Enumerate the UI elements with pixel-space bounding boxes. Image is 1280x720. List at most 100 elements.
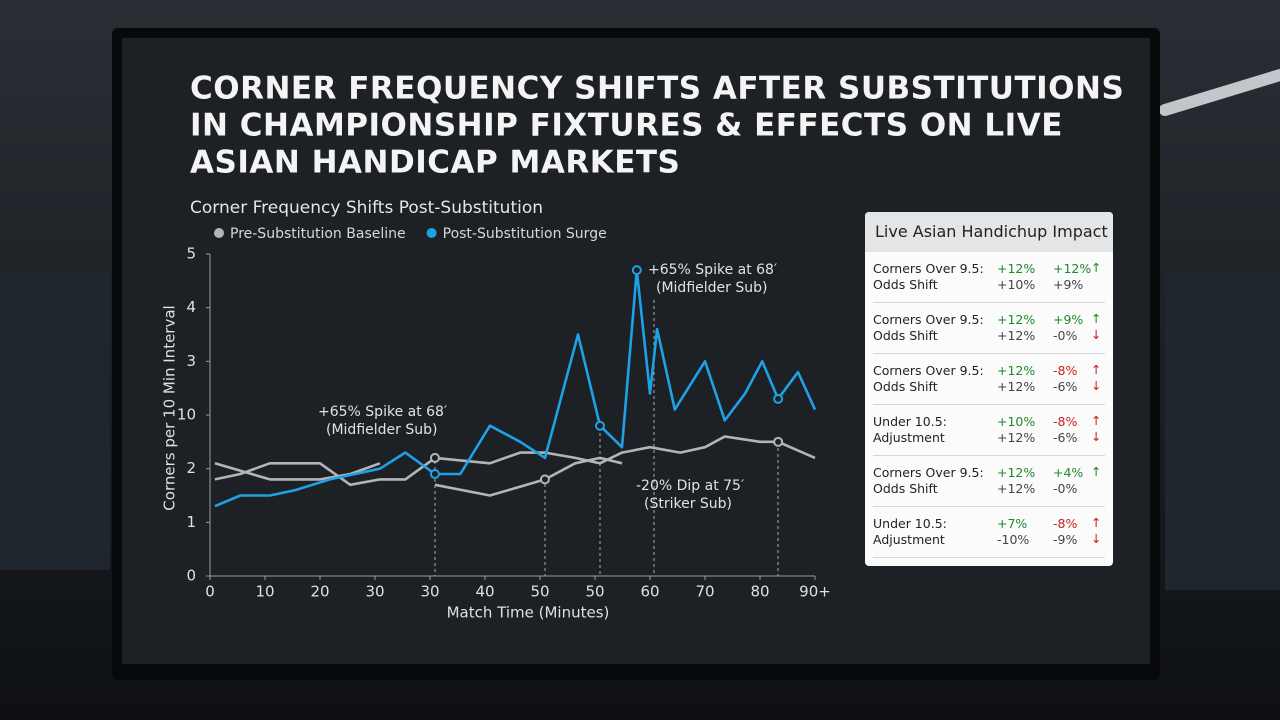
panel-cell: +12% — [997, 465, 1036, 480]
panel-cell: -8% — [1053, 363, 1078, 378]
panel-cell: ↑ — [1091, 311, 1102, 326]
panel-cell: -9% — [1053, 532, 1078, 547]
panel-row: Corners Over 9.5: +12% +12% ↑ Odds Shift +10%… — [873, 252, 1105, 303]
panel-cell: Under 10.5: — [873, 414, 947, 429]
panel-row: Corners Over 9.5: +12% +9% ↑ Odds Shift +12% -… — [873, 303, 1105, 354]
event-marker — [773, 436, 784, 447]
panel-cell: ↑ — [1091, 413, 1102, 428]
market-panel: Live Asian Handichup Impact Corners Over… — [865, 212, 1113, 566]
panel-cell: Adjustment — [873, 532, 945, 547]
event-marker — [631, 265, 642, 276]
legend-label: Post-Substitution Surge — [443, 226, 607, 242]
legend-swatch — [214, 228, 224, 238]
x-tick-label: 30 — [365, 583, 384, 601]
panel-cell: Odds Shift — [873, 277, 938, 292]
server-rack-left — [0, 270, 110, 570]
annotation: -20% Dip at 75′ — [636, 478, 744, 494]
panel-cell: +12% — [997, 363, 1036, 378]
ceiling-light — [1159, 69, 1280, 116]
y-tick-label: 1 — [186, 513, 196, 531]
panel-row: Under 10.5: +7% -8% ↑ Adjustment -10% -9% ↓ — [873, 507, 1105, 558]
panel-cell: Odds Shift — [873, 481, 938, 496]
x-tick-label: 50 — [585, 583, 604, 601]
panel-cell: +9% — [1053, 277, 1084, 292]
event-marker — [429, 469, 440, 480]
chart-title: IN CHAMPIONSHIP FIXTURES & EFFECTS ON LI… — [190, 108, 1063, 144]
panel-cell: +12% — [997, 312, 1036, 327]
panel-cell: Corners Over 9.5: — [873, 465, 984, 480]
panel-cell: Adjustment — [873, 430, 945, 445]
panel-cell: +12% — [997, 430, 1036, 445]
event-marker — [539, 474, 550, 485]
panel-cell: -8% — [1053, 516, 1078, 531]
legend: Pre-Substitution Baseline Post-Substituti… — [214, 226, 607, 242]
panel-cell: Corners Over 9.5: — [873, 261, 984, 276]
panel-cell: -8% — [1053, 414, 1078, 429]
panel-cell: Corners Over 9.5: — [873, 312, 984, 327]
x-axis-label: Match Time (Minutes) — [447, 604, 610, 622]
x-tick-label: 80 — [750, 583, 769, 601]
annotations: +65% Spike at 68′ (Midfielder Sub) +65% Sp… — [318, 262, 777, 512]
annotation: (Midfielder Sub) — [656, 280, 767, 296]
y-tick-label: 4 — [186, 298, 196, 316]
markers — [429, 265, 784, 485]
panel-cell: +12% — [997, 328, 1036, 343]
panel-cell: -6% — [1053, 430, 1078, 445]
panel-cell: +12% — [997, 261, 1036, 276]
y-tick-label: 0 — [186, 567, 196, 585]
chart-title: CORNER FREQUENCY SHIFTS AFTER SUBSTITUTI… — [190, 71, 1124, 107]
event-marker — [429, 452, 440, 463]
y-tick-label: 5 — [186, 245, 196, 263]
x-tick-label: 90+ — [799, 583, 831, 601]
x-tick-label: 70 — [695, 583, 714, 601]
chart-title: ASIAN HANDICAP MARKETS — [190, 145, 680, 181]
x-tick-label: 20 — [310, 583, 329, 601]
panel-cell: -6% — [1053, 379, 1078, 394]
panel-cell: ↑ — [1091, 515, 1102, 530]
panel-cell: ↓ — [1091, 429, 1102, 444]
annotation: +65% Spike at 68′ — [648, 262, 777, 278]
panel-cell: +12% — [997, 481, 1036, 496]
chart-subtitle: Corner Frequency Shifts Post-Substitutio… — [190, 198, 543, 218]
panel-cell: ↑ — [1091, 362, 1102, 377]
panel-cell: ↑ — [1091, 464, 1102, 479]
panel-title: Live Asian Handichup Impact — [865, 212, 1113, 252]
panel-cell: ↓ — [1091, 531, 1102, 546]
panel-cell: Odds Shift — [873, 328, 938, 343]
legend-swatch — [426, 228, 437, 238]
legend-label: Pre-Substitution Baseline — [230, 226, 406, 242]
series-line — [214, 435, 816, 497]
series-line — [214, 268, 817, 508]
event-marker — [594, 420, 605, 431]
y-tick-label: 10 — [177, 406, 196, 424]
annotation: +65% Spike at 68′ — [318, 404, 447, 420]
panel-cell: +9% — [1053, 312, 1084, 327]
panel-cell: +7% — [997, 516, 1028, 531]
title-block: CORNER FREQUENCY SHIFTS AFTER SUBSTITUTI… — [190, 71, 1124, 181]
panel-row: Corners Over 9.5: +12% +4% ↑ Odds Shift +12% -… — [873, 456, 1105, 507]
panel-cell: +10% — [997, 414, 1036, 429]
x-tick-label: 40 — [475, 583, 494, 601]
panel-cell: -10% — [997, 532, 1030, 547]
panel-cell: ↓ — [1091, 378, 1102, 393]
y-axis-label: Corners per 10 Min Interval — [161, 305, 179, 510]
panel-cell: +12% — [1053, 261, 1092, 276]
x-tick-label: 10 — [255, 583, 274, 601]
event-marker — [773, 393, 784, 404]
y-tick-label: 2 — [186, 459, 196, 477]
panel-cell: -0% — [1053, 481, 1078, 496]
x-tick-label: 50 — [530, 583, 549, 601]
panel-cell: +12% — [997, 379, 1036, 394]
panel-cell: ↓ — [1091, 327, 1102, 342]
panel-cell: Corners Over 9.5: — [873, 363, 984, 378]
annotation: (Midfielder Sub) — [326, 422, 437, 438]
y-tick-label: 3 — [186, 352, 196, 370]
x-tick-label: 0 — [205, 583, 215, 601]
x-tick-label: 60 — [640, 583, 659, 601]
panel-cell: +4% — [1053, 465, 1084, 480]
server-rack-right — [1165, 270, 1280, 590]
panel-cell: +10% — [997, 277, 1036, 292]
